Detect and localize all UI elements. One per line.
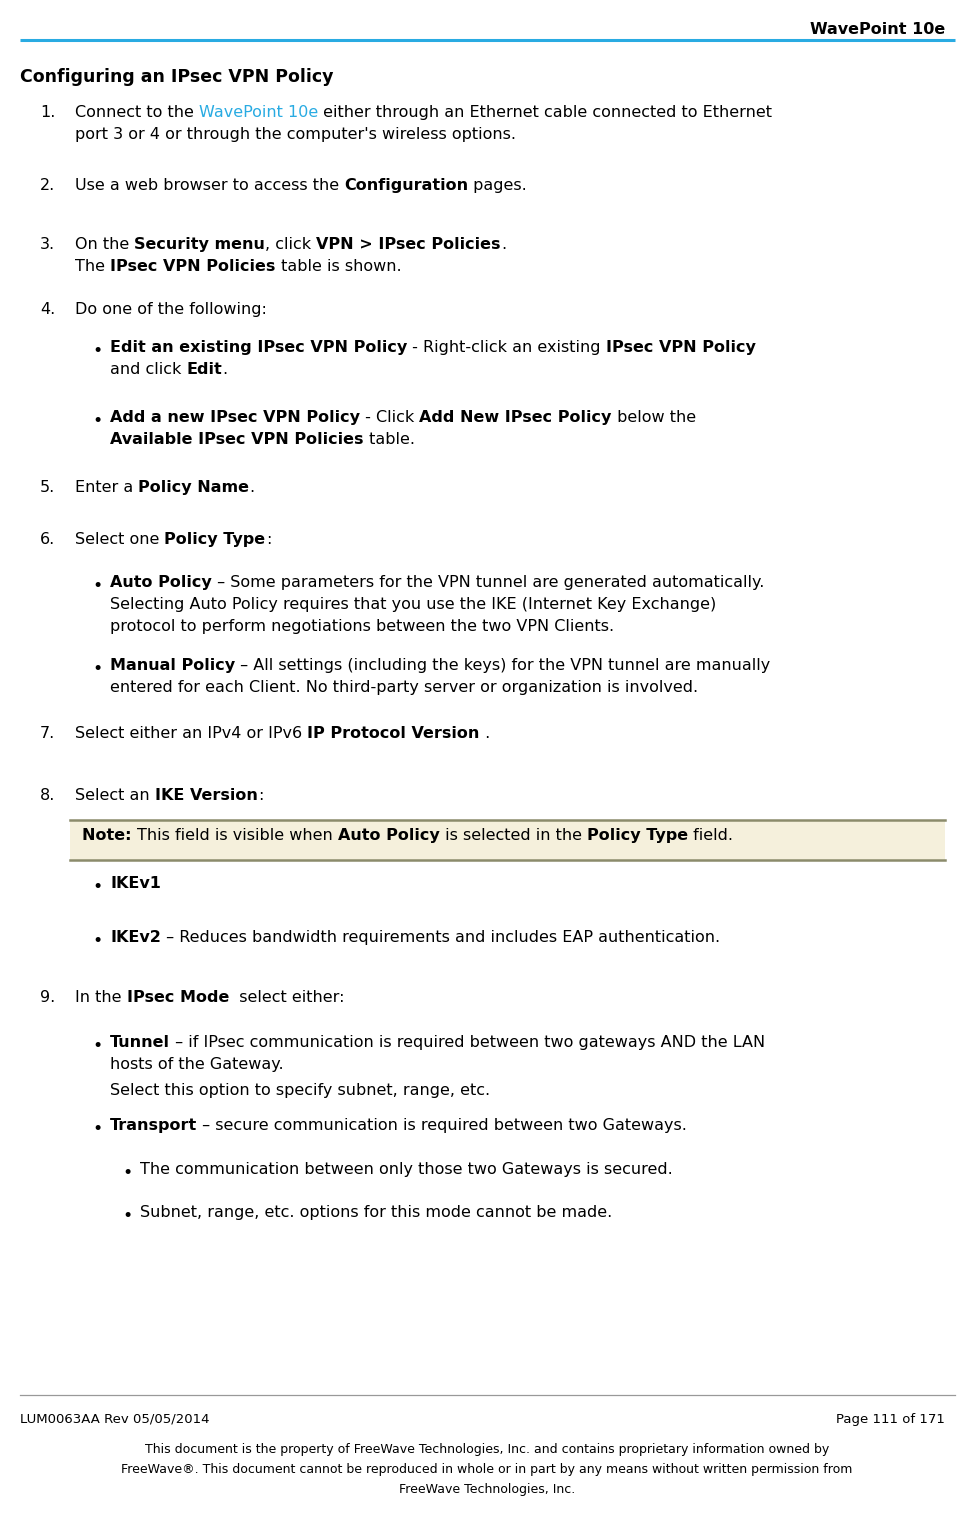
Text: Add New IPsec Policy: Add New IPsec Policy [419, 411, 611, 424]
Text: Security menu: Security menu [135, 237, 265, 252]
Text: Page 111 of 171: Page 111 of 171 [837, 1413, 945, 1426]
Text: Selecting Auto Policy requires that you use the IKE (Internet Key Exchange): Selecting Auto Policy requires that you … [110, 597, 717, 612]
Text: •: • [92, 412, 102, 431]
Text: Policy Name: Policy Name [138, 480, 250, 495]
Text: VPN > IPsec Policies: VPN > IPsec Policies [317, 237, 501, 252]
Text: 5.: 5. [40, 480, 56, 495]
Text: Available IPsec VPN Policies: Available IPsec VPN Policies [110, 432, 364, 448]
Text: – Reduces bandwidth requirements and includes EAP authentication.: – Reduces bandwidth requirements and inc… [161, 930, 720, 944]
Text: Tunnel: Tunnel [110, 1035, 170, 1050]
Text: Note:: Note: [82, 827, 137, 843]
Text: •: • [92, 1037, 102, 1055]
Text: IKE Version: IKE Version [155, 787, 257, 803]
Text: Subnet, range, etc. options for this mode cannot be made.: Subnet, range, etc. options for this mod… [140, 1204, 612, 1220]
Text: Select an: Select an [75, 787, 155, 803]
Text: - Right-click an existing: - Right-click an existing [408, 340, 605, 355]
Text: :: : [265, 532, 271, 548]
Text: •: • [92, 577, 102, 595]
Text: .: . [222, 361, 227, 377]
Text: and click: and click [110, 361, 186, 377]
Text: 3.: 3. [40, 237, 56, 252]
Text: IKEv2: IKEv2 [110, 930, 161, 944]
Text: – secure communication is required between two Gateways.: – secure communication is required betwe… [197, 1118, 687, 1134]
Text: .: . [480, 726, 489, 741]
Text: 1.: 1. [40, 105, 56, 120]
Text: IP Protocol Version: IP Protocol Version [307, 726, 480, 741]
Text: , click: , click [265, 237, 317, 252]
Text: – All settings (including the keys) for the VPN tunnel are manually: – All settings (including the keys) for … [235, 658, 770, 674]
Text: Select either an IPv4 or IPv6: Select either an IPv4 or IPv6 [75, 726, 307, 741]
Text: .: . [501, 237, 506, 252]
Text: – if IPsec communication is required between two gateways AND the LAN: – if IPsec communication is required bet… [170, 1035, 765, 1050]
Text: is selected in the: is selected in the [440, 827, 587, 843]
Text: select either:: select either: [229, 990, 344, 1004]
Text: Use a web browser to access the: Use a web browser to access the [75, 178, 344, 192]
Text: table.: table. [364, 432, 414, 448]
Text: Connect to the: Connect to the [75, 105, 199, 120]
Text: Select one: Select one [75, 532, 165, 548]
Text: Do one of the following:: Do one of the following: [75, 301, 267, 317]
Text: IPsec Mode: IPsec Mode [127, 990, 229, 1004]
Text: either through an Ethernet cable connected to Ethernet: either through an Ethernet cable connect… [318, 105, 772, 120]
Text: field.: field. [688, 827, 733, 843]
Text: protocol to perform negotiations between the two VPN Clients.: protocol to perform negotiations between… [110, 618, 614, 634]
Text: Configuration: Configuration [344, 178, 468, 192]
Text: 8.: 8. [40, 787, 56, 803]
FancyBboxPatch shape [70, 820, 945, 860]
Text: Policy Type: Policy Type [165, 532, 265, 548]
Text: This field is visible when: This field is visible when [137, 827, 338, 843]
Text: •: • [92, 341, 102, 360]
Text: :: : [257, 787, 263, 803]
Text: – Some parameters for the VPN tunnel are generated automatically.: – Some parameters for the VPN tunnel are… [212, 575, 764, 591]
Text: IPsec VPN Policy: IPsec VPN Policy [605, 340, 756, 355]
Text: Manual Policy: Manual Policy [110, 658, 235, 674]
Text: Auto Policy: Auto Policy [110, 575, 212, 591]
Text: Select this option to specify subnet, range, etc.: Select this option to specify subnet, ra… [110, 1083, 490, 1098]
Text: 4.: 4. [40, 301, 56, 317]
Text: This document is the property of FreeWave Technologies, Inc. and contains propri: This document is the property of FreeWav… [145, 1443, 829, 1456]
Text: LUM0063AA Rev 05/05/2014: LUM0063AA Rev 05/05/2014 [20, 1413, 210, 1426]
Text: 2.: 2. [40, 178, 56, 192]
Text: hosts of the Gateway.: hosts of the Gateway. [110, 1057, 284, 1072]
Text: .: . [250, 480, 254, 495]
Text: port 3 or 4 or through the computer's wireless options.: port 3 or 4 or through the computer's wi… [75, 128, 516, 141]
Text: Enter a: Enter a [75, 480, 138, 495]
Text: The: The [75, 258, 110, 274]
Text: On the: On the [75, 237, 135, 252]
Text: •: • [92, 932, 102, 950]
Text: FreeWave Technologies, Inc.: FreeWave Technologies, Inc. [399, 1483, 575, 1496]
Text: pages.: pages. [468, 178, 527, 192]
Text: The communication between only those two Gateways is secured.: The communication between only those two… [140, 1163, 673, 1177]
Text: 7.: 7. [40, 726, 56, 741]
Text: below the: below the [611, 411, 696, 424]
Text: WavePoint 10e: WavePoint 10e [199, 105, 318, 120]
Text: Edit an existing IPsec VPN Policy: Edit an existing IPsec VPN Policy [110, 340, 408, 355]
Text: Auto Policy: Auto Policy [338, 827, 440, 843]
Text: •: • [92, 878, 102, 897]
Text: 9.: 9. [40, 990, 56, 1004]
Text: Policy Type: Policy Type [587, 827, 688, 843]
Text: In the: In the [75, 990, 127, 1004]
Text: Add a new IPsec VPN Policy: Add a new IPsec VPN Policy [110, 411, 360, 424]
Text: •: • [122, 1207, 133, 1224]
Text: •: • [122, 1164, 133, 1183]
Text: FreeWave®. This document cannot be reproduced in whole or in part by any means w: FreeWave®. This document cannot be repro… [121, 1463, 853, 1476]
Text: IKEv1: IKEv1 [110, 877, 161, 891]
Text: entered for each Client. No third-party server or organization is involved.: entered for each Client. No third-party … [110, 680, 698, 695]
Text: 6.: 6. [40, 532, 56, 548]
Text: IPsec VPN Policies: IPsec VPN Policies [110, 258, 276, 274]
Text: Configuring an IPsec VPN Policy: Configuring an IPsec VPN Policy [20, 68, 333, 86]
Text: - Click: - Click [360, 411, 419, 424]
Text: Transport: Transport [110, 1118, 197, 1134]
Text: •: • [92, 1120, 102, 1138]
Text: •: • [92, 660, 102, 678]
Text: Edit: Edit [186, 361, 222, 377]
Text: WavePoint 10e: WavePoint 10e [810, 22, 945, 37]
Text: table is shown.: table is shown. [276, 258, 401, 274]
